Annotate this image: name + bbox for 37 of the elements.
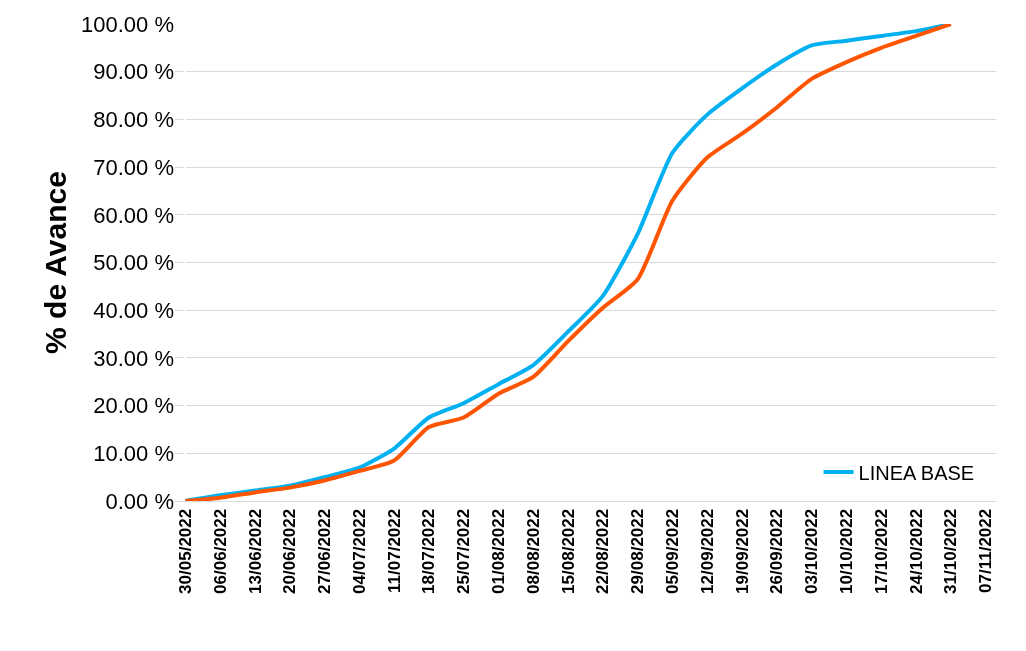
y-tick-label: 80.00 % [93, 107, 174, 133]
x-tick-label: 06/06/2022 [210, 508, 230, 594]
y-tick-label: 60.00 % [93, 202, 174, 228]
x-tick-label: 30/05/2022 [175, 508, 195, 594]
y-tick-label: 100.00 % [81, 11, 174, 37]
y-tick-label: 20.00 % [93, 393, 174, 419]
x-tick-label: 25/07/2022 [454, 508, 474, 594]
x-tick-label: 03/10/2022 [802, 508, 822, 594]
x-tick-label: 29/08/2022 [628, 508, 648, 594]
x-tick-label: 13/06/2022 [245, 508, 265, 594]
x-tick-label: 26/09/2022 [767, 508, 787, 594]
x-tick-label: 11/07/2022 [384, 508, 404, 593]
y-tick-label: 70.00 % [93, 154, 174, 180]
y-tick-label: 10.00 % [93, 441, 174, 466]
y-tick-label: 30.00 % [93, 345, 174, 371]
x-tick-label: 31/10/2022 [941, 508, 961, 594]
x-tick-label: 01/08/2022 [489, 508, 509, 594]
x-tick-label: 18/07/2022 [419, 508, 439, 594]
x-tick-label: 04/07/2022 [349, 508, 369, 594]
x-tick-label: 12/09/2022 [697, 508, 717, 594]
x-tick-label: 22/08/2022 [593, 508, 613, 594]
y-tick-label: 0.00 % [105, 488, 174, 514]
x-tick-label: 15/08/2022 [558, 508, 578, 594]
y-tick-label: 40.00 % [93, 297, 174, 323]
y-tick-label: 50.00 % [93, 250, 174, 276]
y-tick-label: 90.00 % [93, 59, 174, 85]
x-tick-label: 27/06/2022 [315, 508, 335, 594]
x-tick-label: 07/11/2022 [976, 508, 996, 593]
x-tick-label: 19/09/2022 [732, 508, 752, 594]
x-tick-label: 08/08/2022 [523, 508, 543, 594]
x-tick-label: 24/10/2022 [906, 508, 926, 594]
legend-label: LINEA BASE [858, 461, 975, 484]
x-tick-label: 05/09/2022 [662, 508, 682, 594]
y-axis-title: % de Avance [39, 171, 73, 354]
x-tick-label: 17/10/2022 [871, 508, 891, 594]
x-tick-label: 10/10/2022 [836, 508, 856, 594]
x-tick-label: 20/06/2022 [280, 508, 300, 594]
